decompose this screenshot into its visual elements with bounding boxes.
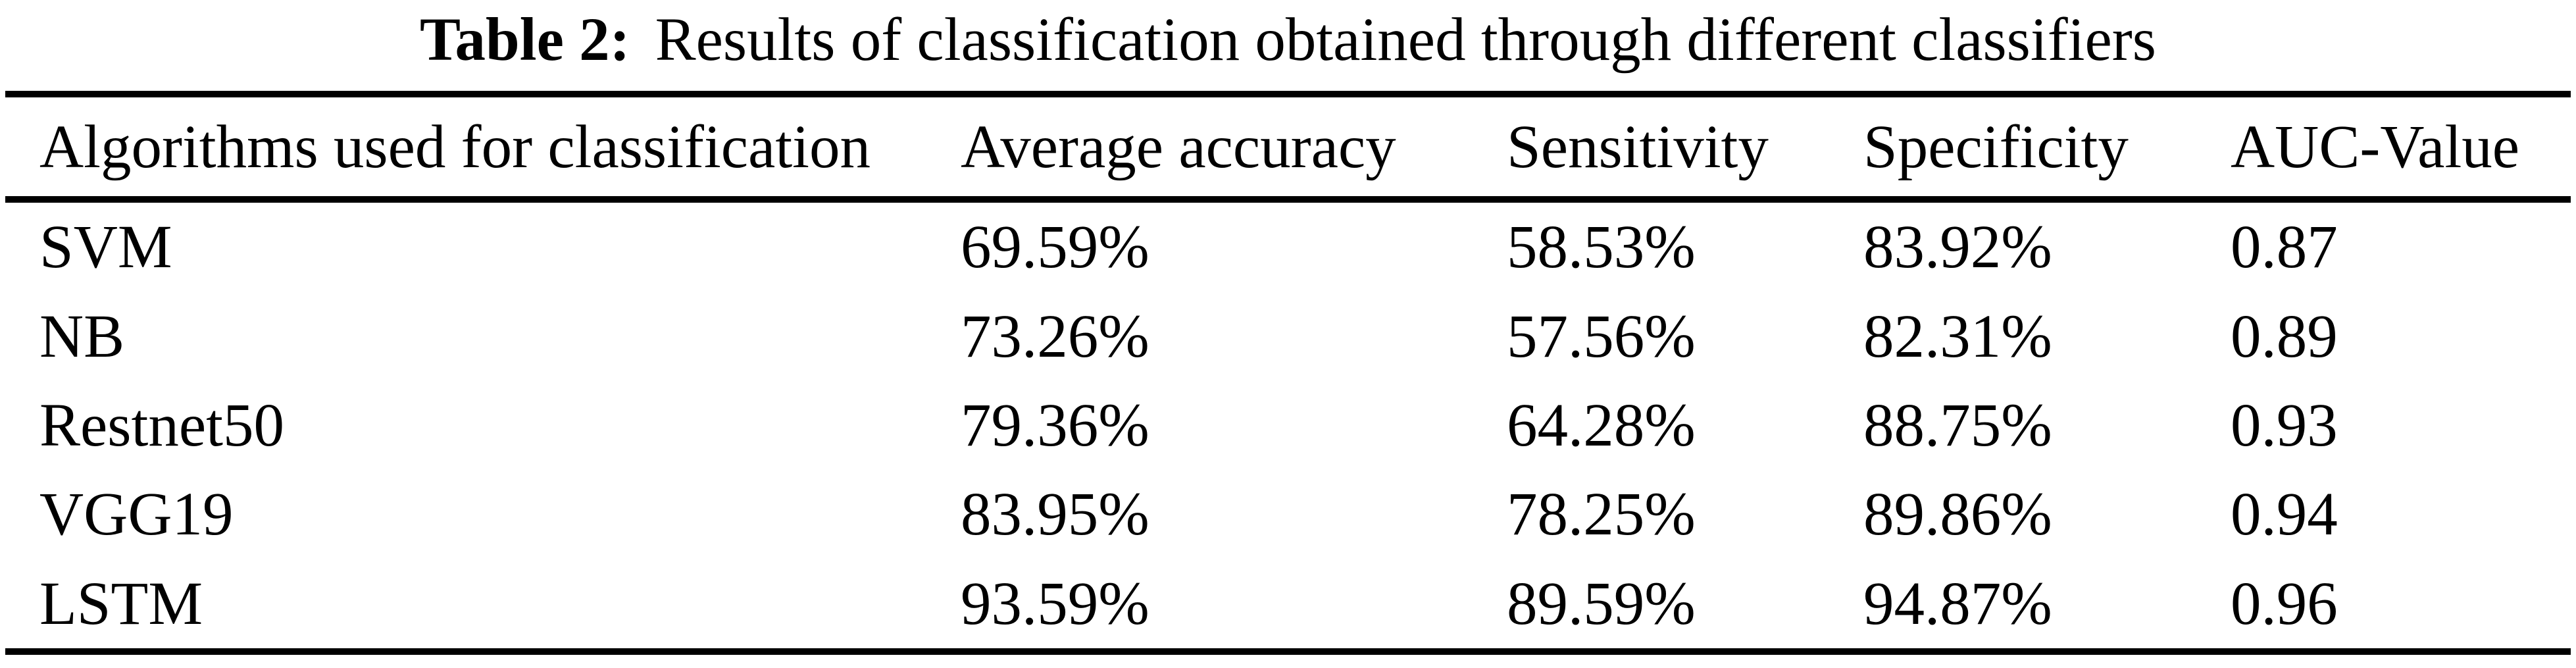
cell-sensitivity: 64.28% [1507,391,1696,459]
header-average-accuracy: Average accuracy [961,113,1396,181]
cell-specificity: 82.31% [1863,302,2052,371]
cell-specificity: 94.87% [1863,569,2052,638]
cell-algorithm: LSTM [39,569,203,638]
cell-specificity: 89.86% [1863,480,2052,549]
cell-algorithm: SVM [39,213,172,282]
cell-algorithm: Restnet50 [39,391,284,459]
cell-average-accuracy: 83.95% [961,480,1149,549]
cell-algorithm: NB [39,302,125,371]
table-row: VGG19 83.95% 78.25% 89.86% 0.94 [5,470,2571,559]
table-header-row: Algorithms used for classification Avera… [5,97,2571,203]
cell-auc-value: 0.89 [2231,302,2338,371]
header-specificity: Specificity [1863,113,2129,181]
cell-sensitivity: 58.53% [1507,213,1696,282]
cell-sensitivity: 89.59% [1507,569,1696,638]
cell-auc-value: 0.94 [2231,480,2338,549]
cell-auc-value: 0.93 [2231,391,2338,459]
table-row: SVM 69.59% 58.53% 83.92% 0.87 [5,203,2571,292]
table-row: NB 73.26% 57.56% 82.31% 0.89 [5,292,2571,380]
header-algorithms: Algorithms used for classification [39,113,871,181]
header-sensitivity: Sensitivity [1507,113,1769,181]
cell-average-accuracy: 79.36% [961,391,1149,459]
table-row: Restnet50 79.36% 64.28% 88.75% 0.93 [5,381,2571,470]
cell-average-accuracy: 69.59% [961,213,1149,282]
cell-algorithm: VGG19 [39,480,234,549]
table-caption: Table 2: Results of classification obtai… [0,0,2576,79]
table-row: LSTM 93.59% 89.59% 94.87% 0.96 [5,559,2571,648]
cell-auc-value: 0.87 [2231,213,2338,282]
results-table: Algorithms used for classification Avera… [5,91,2571,655]
cell-average-accuracy: 93.59% [961,569,1149,638]
cell-auc-value: 0.96 [2231,569,2338,638]
header-auc-value: AUC-Value [2231,113,2520,181]
caption-label: Table 2: [420,5,630,74]
cell-sensitivity: 57.56% [1507,302,1696,371]
cell-sensitivity: 78.25% [1507,480,1696,549]
cell-specificity: 83.92% [1863,213,2052,282]
cell-specificity: 88.75% [1863,391,2052,459]
cell-average-accuracy: 73.26% [961,302,1149,371]
caption-text: Results of classification obtained throu… [655,5,2156,74]
